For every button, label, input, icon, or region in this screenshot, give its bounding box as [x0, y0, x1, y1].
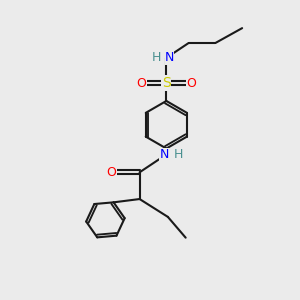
Text: O: O [106, 166, 116, 179]
Text: O: O [187, 76, 196, 90]
Text: N: N [159, 148, 169, 161]
Text: N: N [165, 51, 174, 64]
Text: H: H [174, 148, 183, 161]
Text: O: O [136, 76, 146, 90]
Text: H: H [152, 51, 161, 64]
Text: S: S [162, 76, 171, 90]
